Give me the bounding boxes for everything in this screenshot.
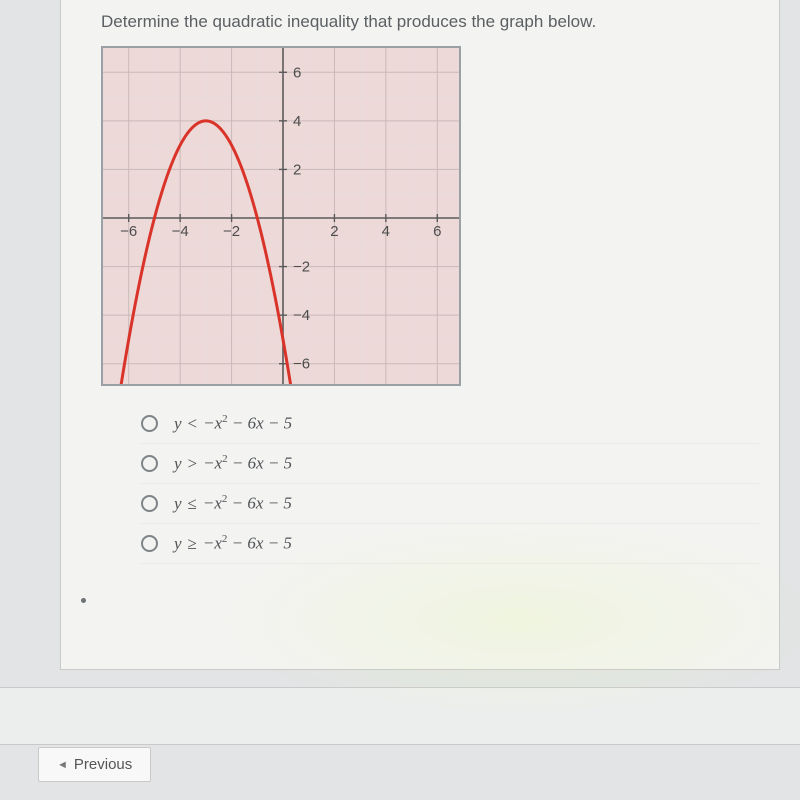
svg-text:4: 4 — [293, 113, 301, 130]
footer-strip — [0, 687, 800, 745]
answer-list: y < −x2 − 6x − 5 y > −x2 − 6x − 5 y ≤ — [141, 404, 759, 564]
graph: −6 −4 −2 2 4 6 −6 −4 −2 2 4 6 — [101, 46, 461, 386]
answer-option[interactable]: y ≤ −x2 − 6x − 5 — [141, 484, 759, 524]
bullet-dot-icon — [81, 598, 86, 603]
question-prompt: Determine the quadratic inequality that … — [101, 12, 759, 32]
svg-text:−4: −4 — [293, 307, 310, 324]
answer-equation: y ≥ −x2 − 6x − 5 — [174, 533, 292, 554]
answer-option[interactable]: y ≥ −x2 − 6x − 5 — [141, 524, 759, 564]
svg-text:−6: −6 — [120, 223, 137, 240]
svg-text:2: 2 — [293, 161, 301, 178]
svg-text:4: 4 — [382, 223, 390, 240]
svg-text:−6: −6 — [293, 356, 310, 373]
answer-option[interactable]: y < −x2 − 6x − 5 — [141, 404, 759, 444]
radio-icon[interactable] — [141, 495, 158, 512]
radio-icon[interactable] — [141, 455, 158, 472]
answer-option[interactable]: y > −x2 − 6x − 5 — [141, 444, 759, 484]
radio-icon[interactable] — [141, 415, 158, 432]
radio-icon[interactable] — [141, 535, 158, 552]
svg-text:−2: −2 — [223, 223, 240, 240]
svg-text:−2: −2 — [293, 259, 310, 276]
chevron-left-icon: ◄ — [57, 759, 68, 771]
svg-text:−4: −4 — [172, 223, 189, 240]
answer-equation: y < −x2 − 6x − 5 — [174, 413, 292, 434]
svg-text:6: 6 — [293, 64, 301, 81]
previous-button[interactable]: ◄ Previous — [38, 747, 151, 782]
question-card: Determine the quadratic inequality that … — [60, 0, 780, 670]
svg-text:6: 6 — [433, 223, 441, 240]
previous-button-label: Previous — [74, 756, 132, 773]
answer-equation: y ≤ −x2 − 6x − 5 — [174, 493, 292, 514]
answer-equation: y > −x2 − 6x − 5 — [174, 453, 292, 474]
svg-text:2: 2 — [330, 223, 338, 240]
